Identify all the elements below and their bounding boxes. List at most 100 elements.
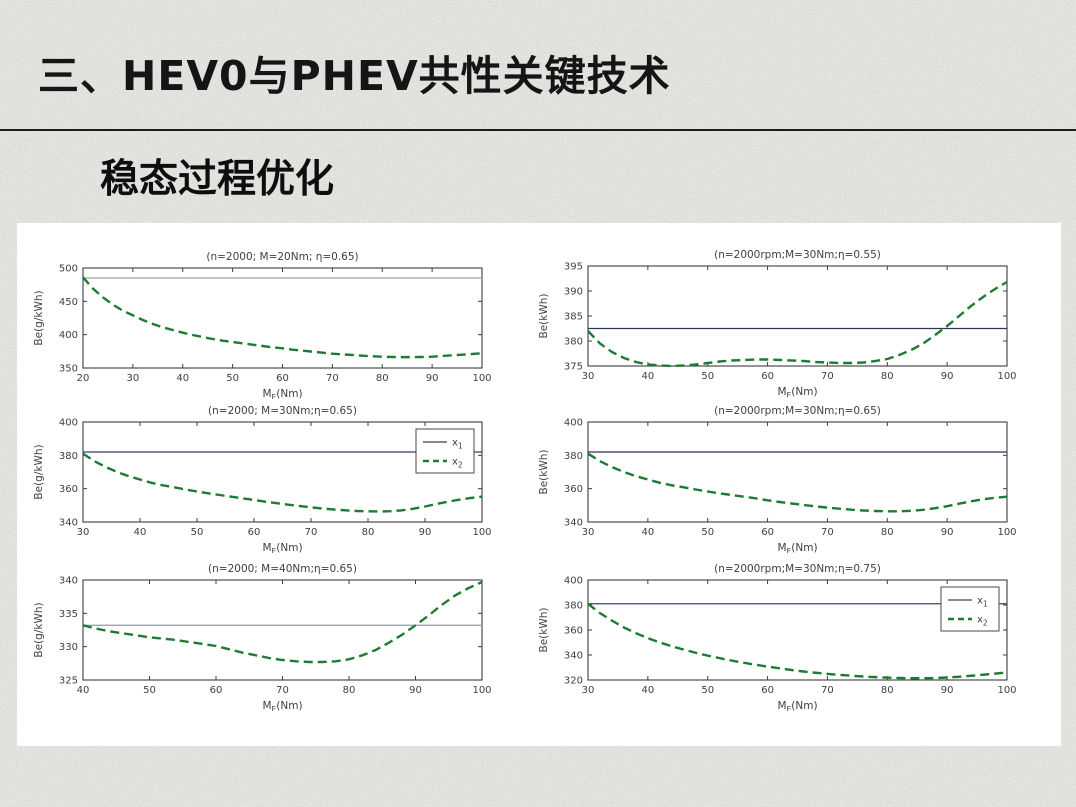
svg-text:100: 100 <box>472 685 491 696</box>
svg-text:340: 340 <box>59 518 78 529</box>
svg-text:80: 80 <box>881 527 894 538</box>
svg-text:(n=2000rpm;M=30Nm;η=0.55): (n=2000rpm;M=30Nm;η=0.55) <box>714 249 881 261</box>
svg-text:100: 100 <box>997 685 1016 696</box>
svg-text:90: 90 <box>941 371 954 382</box>
svg-text:80: 80 <box>376 373 389 384</box>
svg-text:40: 40 <box>641 685 654 696</box>
svg-text:60: 60 <box>761 527 774 538</box>
svg-text:ME(Nm): ME(Nm) <box>777 386 817 397</box>
svg-text:70: 70 <box>276 685 289 696</box>
svg-text:20: 20 <box>77 373 90 384</box>
svg-text:30: 30 <box>582 685 595 696</box>
svg-text:80: 80 <box>362 527 375 538</box>
svg-text:400: 400 <box>59 418 78 429</box>
svg-text:Be(g/kWh): Be(g/kWh) <box>33 444 45 499</box>
svg-text:90: 90 <box>426 373 439 384</box>
svg-text:30: 30 <box>77 527 90 538</box>
chart-n2000-m40-eta065: 40 50 60 70 80 90 100 325 330 335 340 (n=2000; M=40… <box>28 559 498 711</box>
svg-text:80: 80 <box>881 371 894 382</box>
svg-text:390: 390 <box>564 287 583 298</box>
svg-text:380: 380 <box>564 601 583 612</box>
svg-text:60: 60 <box>761 685 774 696</box>
svg-text:90: 90 <box>941 685 954 696</box>
svg-text:60: 60 <box>210 685 223 696</box>
svg-text:335: 335 <box>59 609 78 620</box>
svg-text:60: 60 <box>761 371 774 382</box>
svg-text:330: 330 <box>59 642 78 653</box>
svg-text:360: 360 <box>59 484 78 495</box>
chart-n2000rpm-m30-eta065: 30 40 50 60 70 80 90 100 340 360 380 400 (n=2000rpm;… <box>533 401 1023 553</box>
svg-text:350: 350 <box>59 364 78 375</box>
svg-text:60: 60 <box>248 527 261 538</box>
svg-text:30: 30 <box>127 373 140 384</box>
svg-text:Be(kWh): Be(kWh) <box>538 608 550 653</box>
svg-text:90: 90 <box>409 685 422 696</box>
svg-text:500: 500 <box>59 264 78 275</box>
charts-panel: 20 30 40 50 60 70 80 90 100 350 400 450 500 (n=2000; … <box>17 223 1061 746</box>
svg-text:(n=2000rpm;M=30Nm;η=0.75): (n=2000rpm;M=30Nm;η=0.75) <box>714 563 881 575</box>
svg-text:40: 40 <box>134 527 147 538</box>
svg-text:ME(Nm): ME(Nm) <box>262 388 302 399</box>
svg-text:400: 400 <box>59 330 78 341</box>
svg-text:100: 100 <box>472 527 491 538</box>
svg-text:340: 340 <box>564 518 583 529</box>
svg-text:40: 40 <box>641 527 654 538</box>
svg-text:Be(g/kWh): Be(g/kWh) <box>33 290 45 345</box>
svg-text:50: 50 <box>701 371 714 382</box>
svg-text:70: 70 <box>326 373 339 384</box>
svg-text:ME(Nm): ME(Nm) <box>777 542 817 553</box>
svg-text:Be(kWh): Be(kWh) <box>538 450 550 495</box>
title-divider <box>0 129 1076 131</box>
svg-text:360: 360 <box>564 626 583 637</box>
svg-text:30: 30 <box>582 527 595 538</box>
svg-text:100: 100 <box>997 371 1016 382</box>
svg-text:395: 395 <box>564 262 583 273</box>
svg-text:70: 70 <box>305 527 318 538</box>
svg-text:100: 100 <box>472 373 491 384</box>
svg-text:380: 380 <box>59 451 78 462</box>
slide-subtitle: 稳态过程优化 <box>100 156 335 202</box>
svg-text:325: 325 <box>59 676 78 687</box>
slide-title: 三、HEV0与PHEV共性关键技术 <box>38 52 671 100</box>
svg-text:70: 70 <box>821 371 834 382</box>
svg-text:(n=2000; M=30Nm;η=0.65): (n=2000; M=30Nm;η=0.65) <box>208 405 357 417</box>
svg-text:450: 450 <box>59 297 78 308</box>
svg-text:340: 340 <box>59 576 78 587</box>
svg-text:385: 385 <box>564 312 583 323</box>
svg-text:ME(Nm): ME(Nm) <box>262 700 302 711</box>
svg-text:40: 40 <box>176 373 189 384</box>
svg-text:400: 400 <box>564 576 583 587</box>
svg-text:50: 50 <box>191 527 204 538</box>
svg-text:40: 40 <box>77 685 90 696</box>
svg-text:(n=2000; M=40Nm;η=0.65): (n=2000; M=40Nm;η=0.65) <box>208 563 357 575</box>
svg-text:90: 90 <box>941 527 954 538</box>
svg-text:50: 50 <box>226 373 239 384</box>
svg-text:80: 80 <box>343 685 356 696</box>
svg-text:50: 50 <box>143 685 156 696</box>
svg-text:60: 60 <box>276 373 289 384</box>
svg-text:380: 380 <box>564 451 583 462</box>
chart-n2000rpm-m30-eta075: 30 40 50 60 70 80 90 100 320 340 360 380 400 (n=2000r… <box>533 559 1023 711</box>
svg-text:50: 50 <box>701 685 714 696</box>
svg-text:Be(kWh): Be(kWh) <box>538 294 550 339</box>
svg-text:375: 375 <box>564 362 583 373</box>
svg-text:380: 380 <box>564 337 583 348</box>
svg-text:340: 340 <box>564 651 583 662</box>
svg-text:360: 360 <box>564 484 583 495</box>
svg-text:70: 70 <box>821 527 834 538</box>
svg-text:80: 80 <box>881 685 894 696</box>
svg-text:50: 50 <box>701 527 714 538</box>
chart-n2000-m30-eta065: 30 40 50 60 70 80 90 100 340 360 380 400 (n=2000; M=… <box>28 401 498 553</box>
svg-text:70: 70 <box>821 685 834 696</box>
svg-text:Be(g/kWh): Be(g/kWh) <box>33 602 45 657</box>
svg-text:30: 30 <box>582 371 595 382</box>
svg-text:100: 100 <box>997 527 1016 538</box>
svg-text:ME(Nm): ME(Nm) <box>262 542 302 553</box>
svg-text:90: 90 <box>419 527 432 538</box>
svg-text:(n=2000; M=20Nm; η=0.65): (n=2000; M=20Nm; η=0.65) <box>206 251 358 263</box>
chart-n2000rpm-m30-eta055: 30 40 50 60 70 80 90 100 375 380 385 390 395 (n=2000r… <box>533 245 1023 397</box>
svg-text:400: 400 <box>564 418 583 429</box>
svg-text:320: 320 <box>564 676 583 687</box>
chart-n2000-m20-eta065: 20 30 40 50 60 70 80 90 100 350 400 450 500 (n=2000; … <box>28 247 498 399</box>
